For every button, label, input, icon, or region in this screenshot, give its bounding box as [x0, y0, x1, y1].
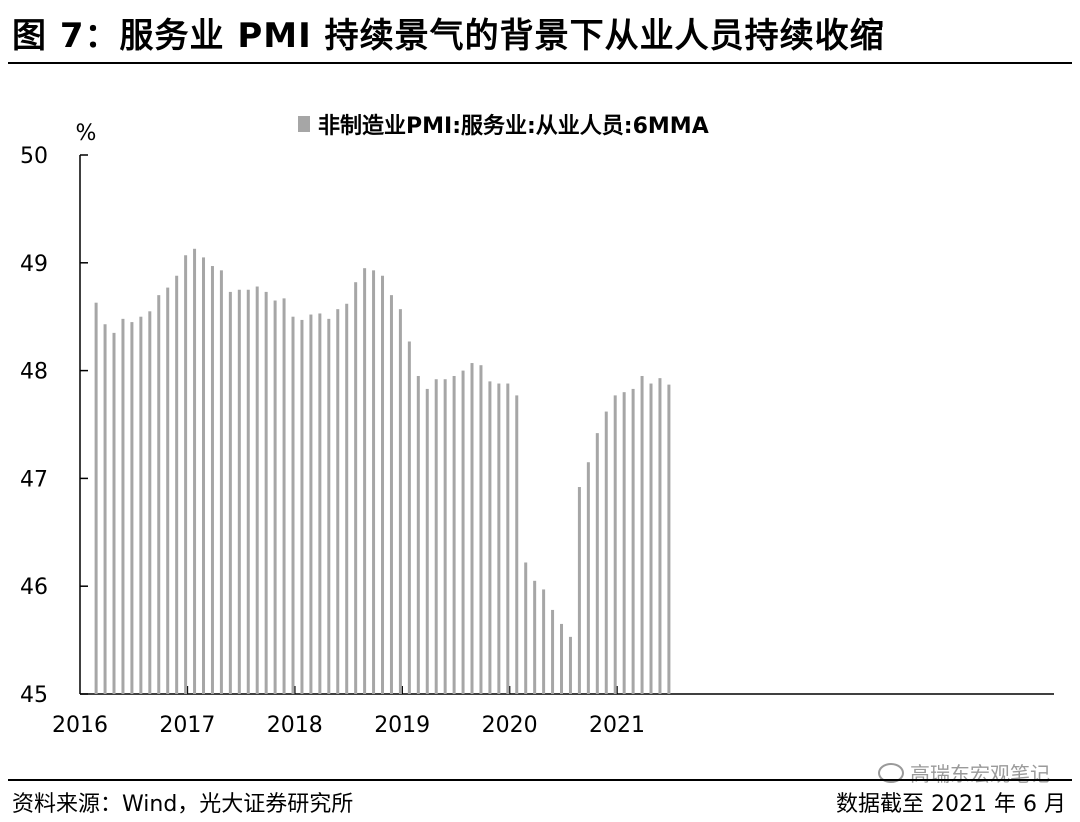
bar [586, 462, 590, 694]
y-tick-label: 45 [20, 683, 48, 708]
bar [506, 383, 510, 694]
tick-labels: 45 46 47 48 49 50% 2016 2017 2018 2019 2020 2021 [20, 121, 645, 738]
bar [309, 314, 313, 694]
bar [184, 255, 188, 694]
x-tick-label: 2017 [159, 713, 215, 738]
bar [613, 395, 617, 694]
bar [264, 291, 268, 694]
bar [237, 289, 241, 694]
bar [327, 318, 331, 694]
bar [497, 383, 501, 694]
x-tick-label: 2021 [589, 713, 645, 738]
bar [434, 379, 438, 694]
watermark: 高瑞东宏观笔记 [878, 758, 1050, 787]
bar [228, 291, 232, 694]
bars [94, 248, 671, 694]
bar [381, 275, 385, 694]
wechat-icon [878, 762, 904, 783]
bar [202, 257, 206, 694]
bar [148, 311, 152, 694]
y-axis-unit: % [76, 121, 97, 146]
bar [551, 609, 555, 694]
bar [470, 363, 474, 694]
y-tick-label: 47 [20, 467, 48, 492]
bar [524, 562, 528, 694]
legend: 非制造业PMI:服务业:从业人员:6MMA [298, 108, 709, 140]
bar [372, 270, 376, 694]
y-tick-label: 50 [20, 144, 48, 169]
bar [595, 433, 599, 694]
bar [219, 270, 223, 694]
bar [416, 375, 420, 694]
legend-swatch [298, 116, 310, 132]
x-tick-label: 2019 [374, 713, 430, 738]
data-cutoff-note: 数据截至 2021 年 6 月 [836, 792, 1066, 817]
bar [515, 395, 519, 694]
top-rule [8, 62, 1072, 64]
bar [443, 379, 447, 694]
bar [533, 580, 537, 694]
y-tick-label: 48 [20, 360, 48, 385]
bar [461, 370, 465, 694]
bar [175, 275, 179, 694]
bar [640, 375, 644, 694]
bar [398, 309, 402, 694]
bar [121, 318, 125, 694]
bar [658, 378, 662, 694]
x-tick-label: 2018 [267, 713, 323, 738]
bar [649, 383, 653, 694]
axes [79, 154, 1054, 695]
bar [542, 589, 546, 694]
y-tick-label: 46 [20, 575, 48, 600]
bar [255, 286, 259, 694]
bar [273, 300, 277, 694]
bar [604, 411, 608, 694]
bar [336, 309, 340, 694]
figure-title: 图 7：服务业 PMI 持续景气的背景下从业人员持续收缩 [12, 16, 885, 56]
legend-label: 非制造业PMI:服务业:从业人员:6MMA [318, 114, 709, 139]
bar [363, 268, 367, 694]
source-note: 资料来源：Wind，光大证券研究所 [12, 792, 354, 817]
bar [112, 332, 116, 694]
bar [389, 295, 393, 694]
y-tick-label: 49 [20, 252, 48, 277]
bar [622, 392, 626, 694]
bar [166, 287, 170, 694]
bar [488, 381, 492, 694]
bar [94, 302, 98, 694]
x-tick-label: 2016 [52, 713, 108, 738]
bar [318, 313, 322, 694]
bar [560, 623, 564, 694]
bottom-rule [8, 779, 1072, 781]
bar [452, 375, 456, 694]
bar [246, 289, 250, 694]
bar [631, 388, 635, 694]
watermark-text: 高瑞东宏观笔记 [910, 762, 1050, 786]
bar [300, 319, 304, 694]
bar [282, 298, 286, 694]
bar [139, 316, 143, 694]
bar [157, 295, 161, 694]
x-tick-label: 2020 [482, 713, 538, 738]
bar [407, 341, 411, 694]
bar [193, 248, 197, 694]
bar [667, 384, 671, 694]
bar [354, 282, 358, 694]
bar [210, 266, 214, 694]
bar [103, 324, 107, 694]
bar [568, 636, 572, 694]
bar [479, 365, 483, 694]
bar [291, 316, 295, 694]
bar [345, 303, 349, 694]
bar [577, 487, 581, 694]
bar [425, 388, 429, 694]
bar [130, 322, 134, 694]
